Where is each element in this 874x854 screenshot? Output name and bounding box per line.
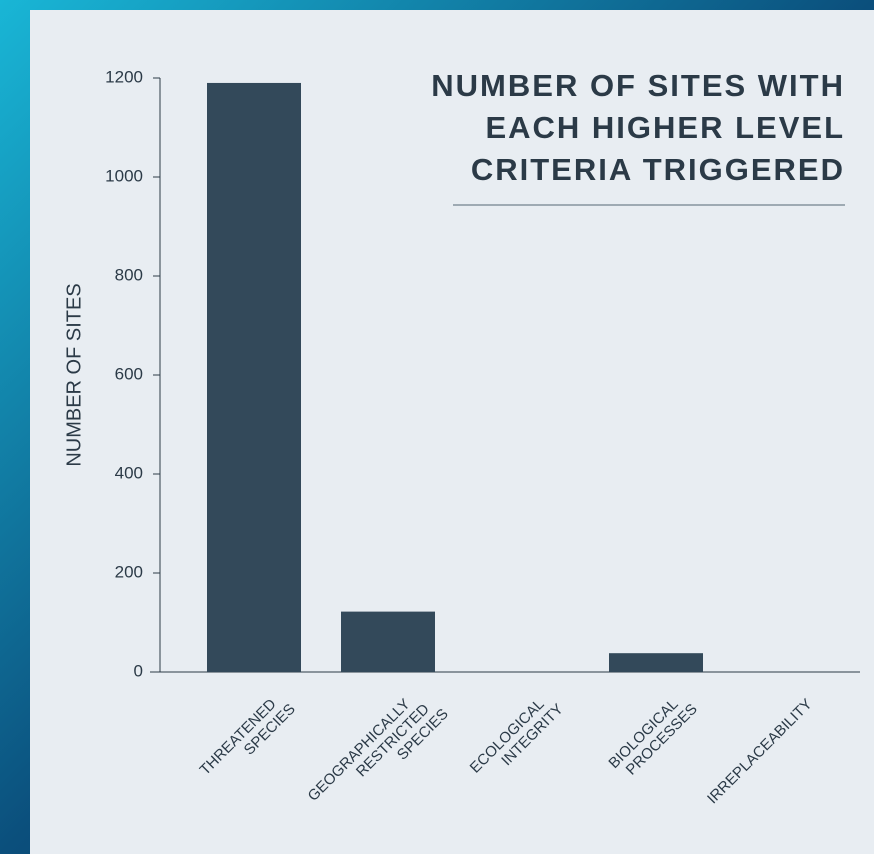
y-tick-label: 200 xyxy=(115,562,143,581)
y-tick-label: 0 xyxy=(134,661,143,680)
chart-title: EACH HIGHER LEVEL xyxy=(485,110,845,145)
bar xyxy=(207,83,301,672)
chart-title: CRITERIA TRIGGERED xyxy=(471,152,845,187)
y-tick-label: 800 xyxy=(115,265,143,284)
y-tick-label: 1000 xyxy=(105,166,143,185)
chart: NUMBER OF SITES WITH EACH HIGHER LEVEL C… xyxy=(0,0,874,854)
chart-title: NUMBER OF SITES WITH xyxy=(431,68,845,103)
bar xyxy=(341,612,435,672)
y-axis-label: NUMBER OF SITES xyxy=(63,283,85,466)
bar xyxy=(609,653,703,672)
y-tick-label: 600 xyxy=(115,364,143,383)
y-tick-label: 1200 xyxy=(105,67,143,86)
y-tick-label: 400 xyxy=(115,463,143,482)
